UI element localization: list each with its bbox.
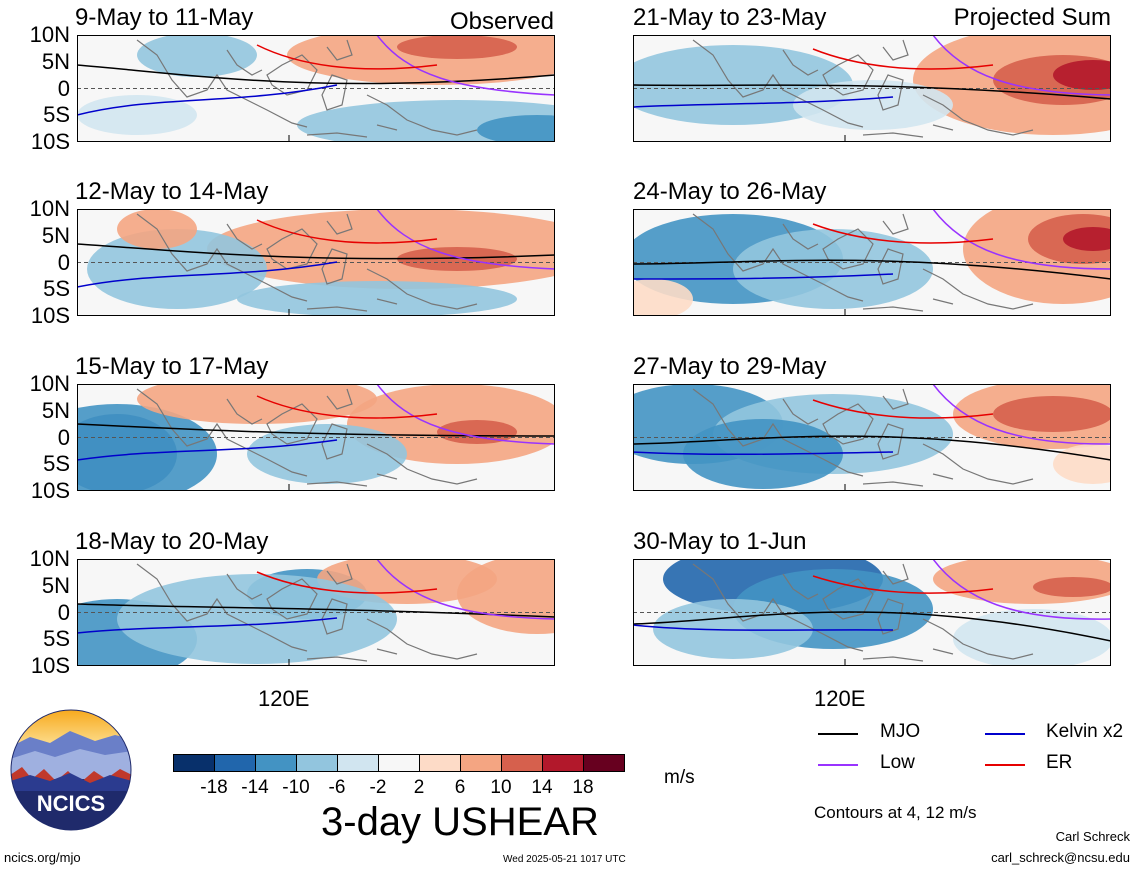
lat-label-5n: 5N	[41, 48, 70, 74]
colorbar-swatch	[378, 754, 420, 772]
map-panel-2	[77, 209, 555, 316]
lat-label-10n: 10N	[29, 22, 70, 47]
colorbar-swatch	[255, 754, 297, 772]
map-panel-5	[633, 35, 1111, 142]
colorbar-tick: -6	[328, 777, 346, 798]
colorbar-tick: -18	[200, 777, 228, 798]
legend-label-er: ER	[1046, 752, 1073, 773]
lat-label-5s: 5S	[43, 626, 70, 652]
footer-url[interactable]: ncics.org/mjo	[4, 850, 81, 865]
lat-label-10s: 10S	[30, 653, 70, 678]
lat-label-10s: 10S	[30, 129, 70, 154]
lat-label-5s: 5S	[43, 102, 70, 128]
panel-title-2: 12-May to 14-May	[75, 178, 269, 205]
ncics-logo: NCICS	[10, 709, 132, 831]
colorbar-swatch	[337, 754, 379, 772]
lat-label-5s: 5S	[43, 451, 70, 477]
x-axis-label-right: 120E	[814, 686, 866, 711]
lat-label-0: 0	[57, 599, 70, 625]
colorbar-swatch	[173, 754, 215, 772]
footer-timestamp: Wed 2025-05-21 1017 UTC	[503, 854, 626, 865]
lat-label-0: 0	[57, 249, 70, 275]
x-axis-label-left: 120E	[258, 686, 310, 711]
colorbar-swatch	[296, 754, 338, 772]
colorbar-swatch	[214, 754, 256, 772]
legend-line-kelvin	[985, 733, 1025, 735]
legend-label-mjo: MJO	[880, 721, 921, 742]
panel-title-1: 9-May to 11-May	[75, 4, 254, 31]
colorbar-tick: -2	[369, 777, 387, 798]
lat-label-0: 0	[57, 75, 70, 101]
panel-title-4: 18-May to 20-May	[75, 528, 269, 555]
footer-author: Carl Schreck	[1055, 829, 1130, 844]
colorbar-swatch	[460, 754, 502, 772]
panel-label-observed: Observed	[449, 8, 554, 35]
lat-label-5n: 5N	[41, 397, 70, 423]
legend-line-mjo	[818, 733, 858, 735]
map-panel-8	[633, 559, 1111, 666]
panel-title-7: 27-May to 29-May	[633, 353, 827, 380]
lat-label-10n: 10N	[29, 371, 70, 396]
legend-line-low	[818, 764, 858, 766]
colorbar-swatch	[542, 754, 584, 772]
colorbar-tick: -10	[282, 777, 310, 798]
colorbar-swatch	[419, 754, 461, 772]
colorbar-tick: 14	[531, 777, 553, 798]
logo-text: NCICS	[37, 791, 105, 816]
map-panel-3	[77, 384, 555, 491]
lat-label-5n: 5N	[41, 572, 70, 598]
panel-title-6: 24-May to 26-May	[633, 178, 827, 205]
lat-label-10n: 10N	[29, 196, 70, 221]
map-panel-4	[77, 559, 555, 666]
colorbar-tick: 6	[454, 777, 466, 798]
map-panel-7	[633, 384, 1111, 491]
panel-label-projected: Projected Sum	[953, 4, 1111, 31]
lat-label-10s: 10S	[30, 303, 70, 328]
field-title: 3-day USHEAR	[321, 800, 599, 844]
colorbar-units: m/s	[664, 767, 695, 788]
colorbar-tick: 10	[490, 777, 512, 798]
legend-line-er	[985, 764, 1025, 766]
colorbar-tick: -14	[241, 777, 269, 798]
map-panel-1	[77, 35, 555, 142]
legend-label-low: Low	[880, 752, 915, 773]
contour-note: Contours at 4, 12 m/s	[814, 803, 977, 822]
colorbar-tick: 18	[572, 777, 594, 798]
lat-label-5s: 5S	[43, 276, 70, 302]
footer-email[interactable]: carl_schreck@ncsu.edu	[991, 850, 1130, 865]
colorbar-swatch	[583, 754, 625, 772]
map-panel-6	[633, 209, 1111, 316]
colorbar-tick: 2	[413, 777, 425, 798]
legend-label-kelvin: Kelvin x2	[1046, 721, 1124, 742]
colorbar-swatch	[501, 754, 543, 772]
panel-title-8: 30-May to 1-Jun	[633, 528, 807, 555]
lat-label-5n: 5N	[41, 222, 70, 248]
panel-title-5: 21-May to 23-May	[633, 4, 827, 31]
lat-label-0: 0	[57, 424, 70, 450]
panel-title-3: 15-May to 17-May	[75, 353, 269, 380]
lat-label-10s: 10S	[30, 478, 70, 503]
lat-label-10n: 10N	[29, 546, 70, 571]
